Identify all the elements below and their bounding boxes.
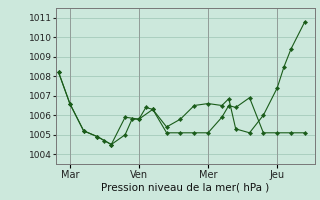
X-axis label: Pression niveau de la mer( hPa ): Pression niveau de la mer( hPa ): [101, 182, 270, 192]
